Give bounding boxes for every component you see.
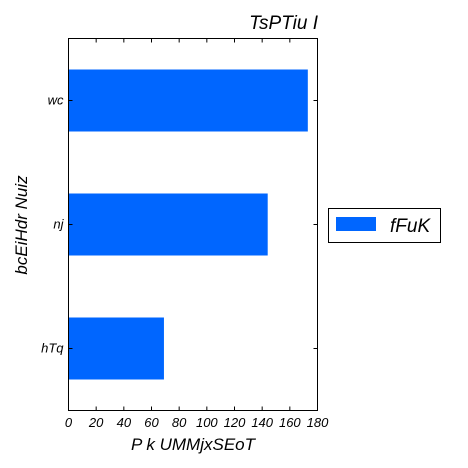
x-tick-label: 0 — [65, 415, 73, 430]
y-axis-ticks: wc nj hTq — [41, 93, 318, 356]
y-axis-label: bcEiHdr Nuiz — [12, 175, 31, 275]
bars-group — [68, 69, 308, 380]
bar-nj — [68, 193, 268, 256]
x-tick-label: 40 — [117, 415, 132, 430]
x-tick-label: 60 — [144, 415, 159, 430]
y-tick-label: nj — [53, 217, 64, 232]
x-tick-label: 100 — [196, 415, 218, 430]
x-tick-label: 20 — [88, 415, 104, 430]
legend: fFuK — [328, 208, 441, 243]
bar-hTq — [68, 317, 164, 380]
x-axis-ticks: 0 20 40 60 80 100 120 140 160 180 — [65, 38, 329, 430]
x-tick-label: 180 — [307, 415, 329, 430]
plot-frame — [68, 38, 318, 411]
x-tick-label: 80 — [172, 415, 187, 430]
legend-swatch — [336, 217, 376, 231]
x-tick-label: 160 — [279, 415, 301, 430]
y-tick-label: hTq — [41, 341, 64, 356]
x-tick-label: 140 — [251, 415, 273, 430]
legend-label: fFuK — [390, 216, 431, 237]
x-tick-label: 120 — [224, 415, 246, 430]
chart-title: TsPTiu I — [249, 13, 319, 34]
y-tick-label: wc — [48, 93, 64, 108]
x-axis-label: P k UMMjxSEoT — [131, 435, 257, 454]
bar-wc — [68, 69, 308, 132]
